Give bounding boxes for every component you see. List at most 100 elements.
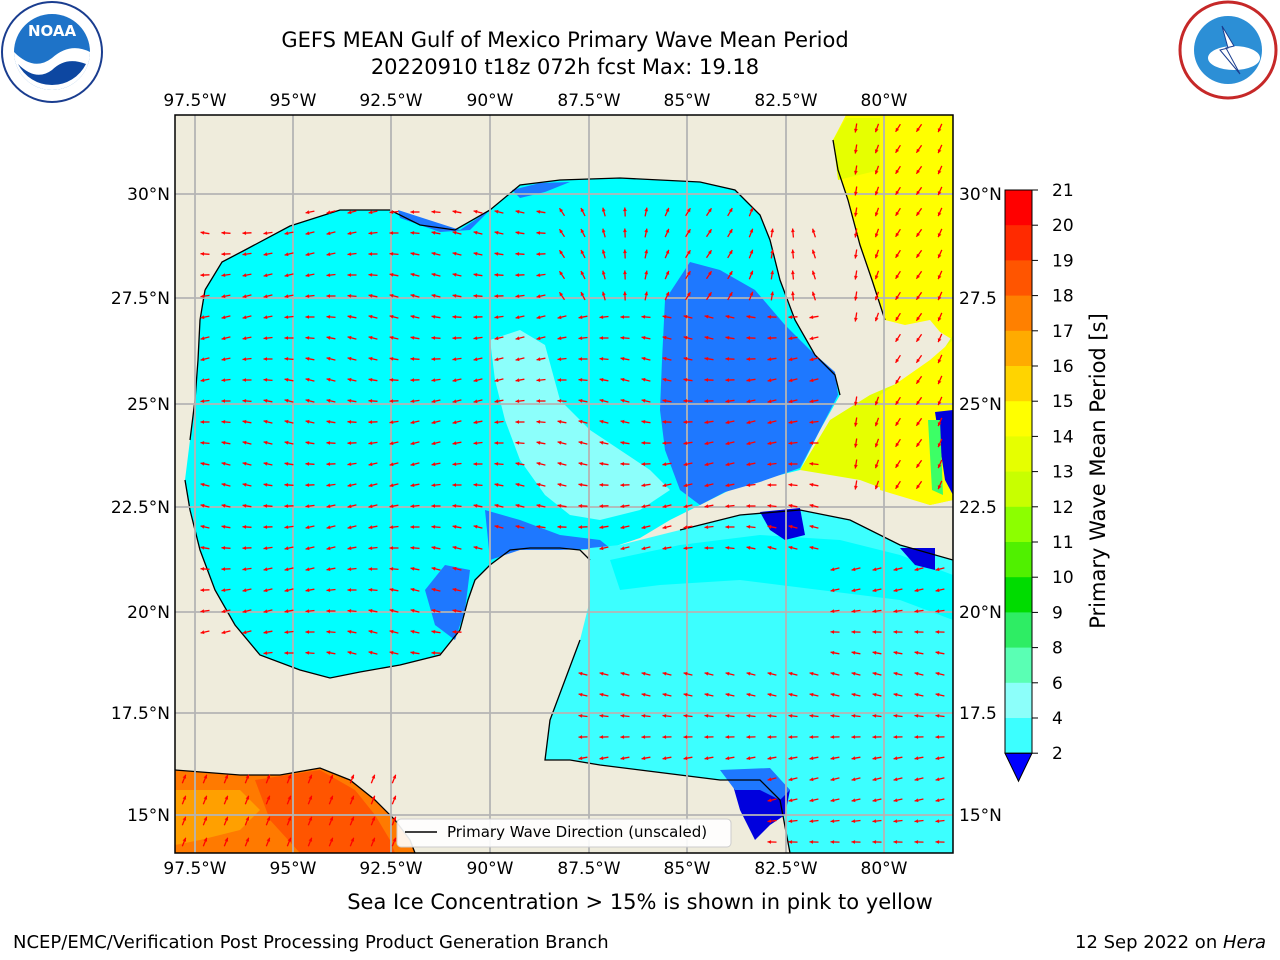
wave-arrow-head (851, 650, 856, 655)
wave-arrow-head (347, 483, 352, 488)
wave-arrow-head (305, 462, 310, 466)
wave-arrow-head (704, 756, 709, 761)
wave-arrow-head (221, 231, 226, 235)
wave-arrow-head (893, 840, 898, 844)
wave-arrow-head (746, 462, 751, 467)
wave-arrow-head (662, 504, 667, 509)
wave-arrow-head (284, 398, 289, 403)
wave-arrow-head (242, 504, 247, 508)
wave-arrow-head (830, 714, 835, 718)
wave-arrow-head (665, 207, 670, 212)
wave-arrow-head (242, 273, 247, 278)
wave-arrow-head (895, 442, 900, 447)
wave-arrow-head (874, 485, 879, 490)
wave-arrow-head (662, 420, 667, 424)
wave-arrow-head (788, 336, 793, 340)
colorbar-swatch (1005, 295, 1032, 332)
wave-arrow-head (473, 545, 478, 550)
wave-arrow-head (242, 252, 247, 256)
wave-arrow-head (791, 249, 795, 254)
wave-arrow-head (662, 692, 667, 697)
wave-arrow-head (662, 483, 667, 488)
wave-arrow-head (916, 190, 920, 195)
wave-arrow-head (641, 483, 646, 487)
wave-arrow-head (641, 525, 646, 530)
wave-arrow-head (851, 609, 856, 613)
wave-arrow-head (263, 630, 268, 635)
wave-arrow-head (263, 336, 268, 340)
wave-arrow-head (305, 609, 310, 613)
wave-arrow-head (914, 588, 919, 593)
wave-arrow-head (809, 819, 814, 823)
wave-arrow-head (874, 401, 879, 406)
noaa-logo: NOAA (1, 1, 103, 103)
wave-arrow-head (536, 273, 541, 277)
wave-arrow-head (473, 483, 478, 487)
wave-arrow-head (263, 315, 268, 320)
lat-label-left: 15°N (127, 806, 170, 826)
wave-arrow-head (851, 798, 856, 803)
wave-arrow-head (644, 207, 649, 212)
wave-arrow-head (347, 399, 352, 403)
wave-arrow-head (305, 546, 310, 551)
wave-arrow-head (452, 399, 457, 404)
wave-arrow-head (767, 524, 772, 529)
wave-arrow-head (788, 671, 793, 676)
wave-arrow-head (620, 398, 625, 403)
wave-arrow-head (410, 420, 415, 425)
wave-arrow-head (536, 399, 540, 403)
wave-arrow-head (662, 462, 667, 466)
wave-arrow-head (623, 228, 627, 233)
wave-arrow-head (895, 484, 900, 489)
lon-label-bottom: 85°W (664, 859, 711, 879)
wave-arrow-head (515, 357, 520, 362)
wave-arrow-head (725, 399, 730, 403)
wave-arrow-head (749, 207, 754, 212)
wave-arrow-head (410, 608, 415, 613)
wave-arrow-head (392, 816, 397, 821)
wave-arrow-head (935, 735, 940, 739)
colorbar-swatch (1005, 471, 1032, 508)
wave-arrow-head (494, 441, 498, 445)
colorbar-tick-label: 21 (1052, 181, 1074, 201)
wave-arrow-head (686, 250, 691, 255)
wave-arrow-head (851, 777, 856, 782)
wave-arrow-head (263, 651, 268, 655)
wave-arrow-head (242, 419, 247, 424)
wave-arrow-head (242, 567, 247, 571)
wave-arrow-head (935, 798, 940, 803)
wave-arrow-head (704, 504, 709, 509)
wave-arrow-head (788, 692, 793, 697)
wave-arrow-head (599, 756, 604, 761)
lon-label-bottom: 80°W (861, 859, 908, 879)
wave-arrow-head (578, 671, 583, 676)
wave-arrow-head (895, 463, 900, 468)
wave-arrow-head (791, 291, 795, 296)
wave-arrow-head (221, 273, 226, 277)
lat-label-left: 30°N (127, 185, 170, 205)
wave-arrow-head (641, 398, 646, 403)
wave-arrow-head (767, 798, 772, 803)
wave-arrow-head (686, 271, 691, 276)
wave-arrow-head (746, 671, 751, 676)
wave-arrow-head (872, 819, 877, 823)
wave-arrow-head (746, 420, 751, 425)
wave-arrow-head (937, 380, 942, 385)
wave-arrow-head (284, 357, 289, 361)
wave-arrow-head (623, 249, 627, 254)
wave-arrow-head (494, 503, 499, 508)
wave-arrow-head (851, 756, 856, 761)
wave-arrow-head (830, 819, 835, 823)
wave-arrow-head (728, 229, 733, 234)
wave-arrow-head (284, 315, 289, 319)
wave-arrow-head (893, 650, 898, 655)
wave-arrow-head (347, 314, 352, 319)
wave-arrow-head (515, 420, 519, 424)
wave-arrow-head (368, 399, 373, 403)
wave-arrow-head (326, 335, 331, 340)
wave-arrow-head (326, 609, 330, 613)
wave-arrow-head (263, 588, 268, 593)
colorbar-swatch (1005, 330, 1032, 367)
wave-arrow-head (746, 378, 751, 382)
wave-arrow-head (788, 503, 793, 508)
